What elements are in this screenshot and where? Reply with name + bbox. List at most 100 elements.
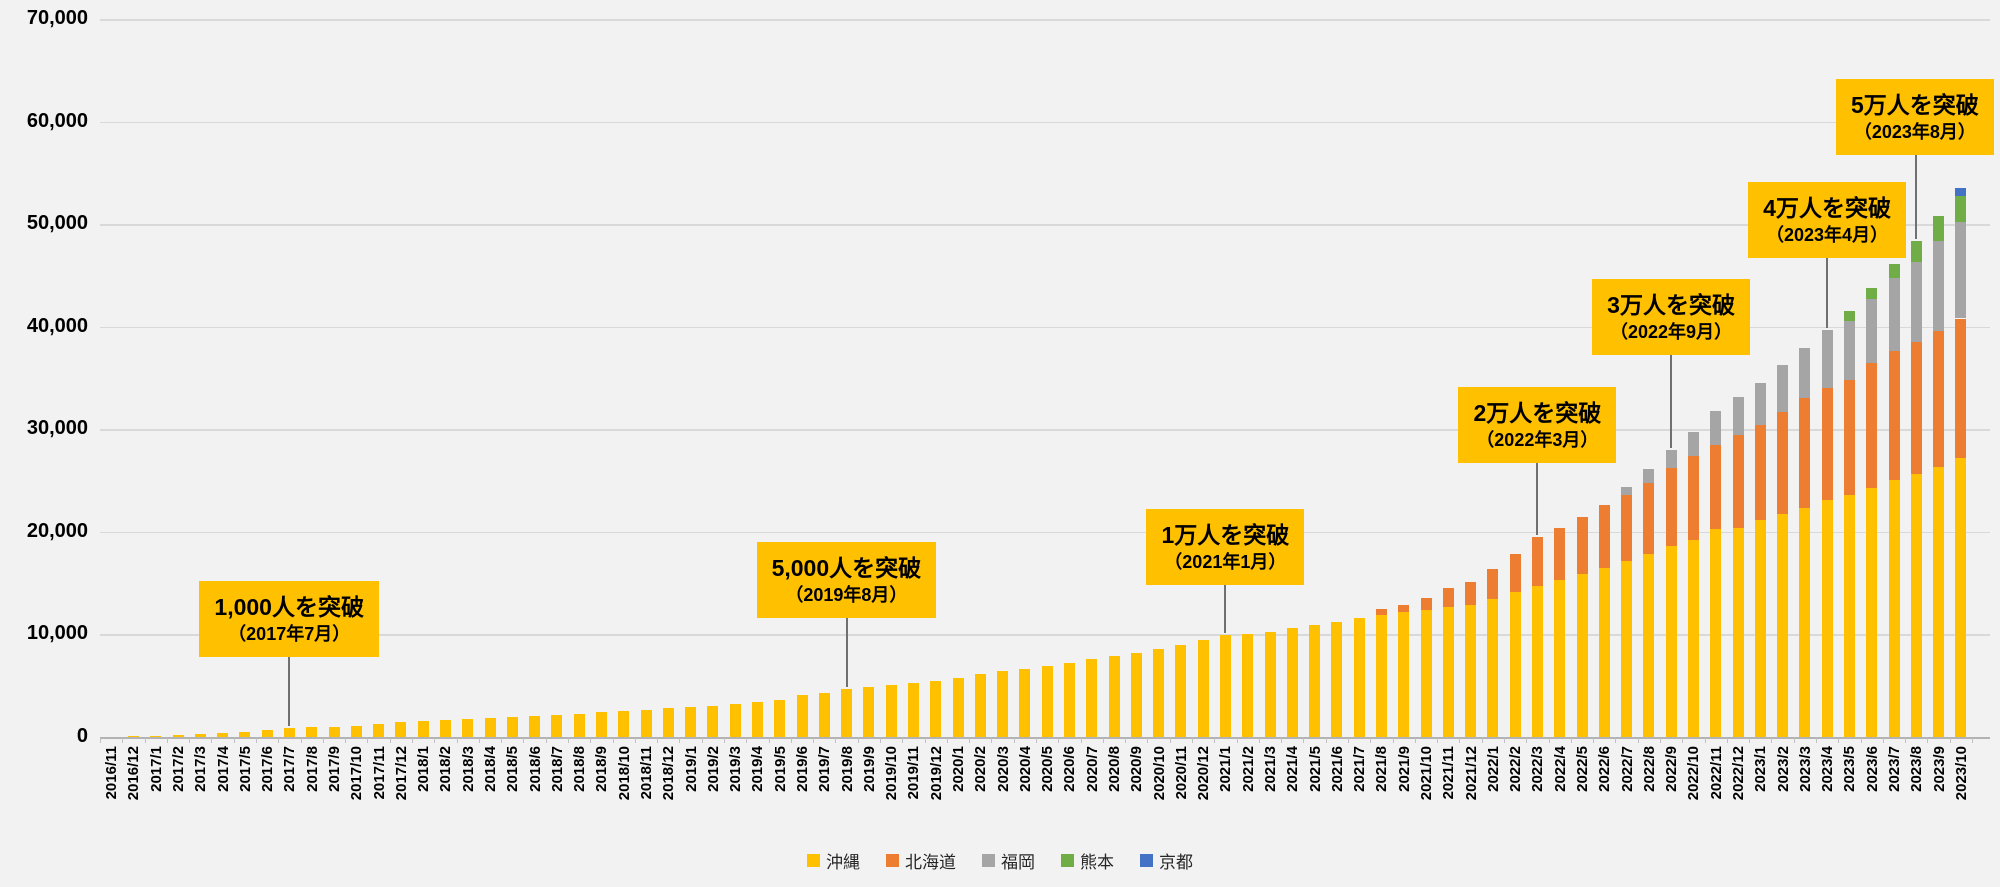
bar-segment-okinawa — [1242, 633, 1254, 737]
bar-segment-hokkaido — [1687, 456, 1699, 540]
legend-item-okinawa: 沖縄 — [807, 848, 860, 873]
bar-segment-hokkaido — [1643, 482, 1655, 555]
annotation-milestone-text: 3万人を突破 — [1607, 292, 1735, 318]
legend-swatch-fukuoka — [982, 854, 995, 867]
x-axis-tick-label: 2019/12 — [927, 746, 945, 801]
bar-segment-okinawa — [1331, 621, 1343, 737]
annotation-box: 1,000人を突破 （2017年7月） — [199, 581, 379, 658]
bar-segment-okinawa — [1375, 614, 1387, 737]
bar-segment-hokkaido — [1754, 424, 1766, 520]
x-axis-tick-label: 2017/11 — [370, 746, 388, 800]
x-axis-tick — [746, 738, 748, 743]
bar-segment-okinawa — [1754, 519, 1766, 737]
bar-segment-okinawa — [283, 727, 295, 737]
bar-segment-okinawa — [1353, 618, 1365, 737]
x-axis-tick-label: 2022/5 — [1574, 746, 1592, 792]
bar-segment-hokkaido — [1777, 411, 1789, 515]
x-axis-tick — [1838, 738, 1840, 743]
annotation-box: 4万人を突破 （2023年4月） — [1748, 182, 1906, 259]
bar-segment-okinawa — [1799, 507, 1811, 737]
x-axis-tick — [1459, 738, 1461, 743]
x-axis-tick-label: 2022/6 — [1596, 746, 1614, 792]
bar-segment-okinawa — [974, 674, 986, 737]
legend-label-kyoto: 京都 — [1159, 853, 1193, 872]
y-axis-tick-label: 60,000 — [26, 109, 88, 132]
x-axis-tick — [924, 738, 926, 743]
annotation-milestone-text: 1,000人を突破 — [214, 594, 364, 620]
annotation-date-text: （2021年1月） — [1164, 552, 1287, 573]
x-axis-tick — [1058, 738, 1060, 743]
x-axis-tick — [1036, 738, 1037, 743]
x-axis-tick — [211, 738, 213, 743]
bar-segment-fukuoka — [1843, 320, 1855, 381]
x-axis-tick-label: 2019/2 — [704, 746, 722, 792]
x-axis-tick-label: 2019/1 — [682, 746, 700, 792]
bar-segment-hokkaido — [1732, 435, 1744, 528]
bar-segment-okinawa — [529, 716, 541, 737]
annotation-milestone-text: 4万人を突破 — [1763, 195, 1891, 221]
legend-label-kumamoto: 熊本 — [1080, 853, 1114, 872]
bar-segment-okinawa — [1197, 639, 1209, 737]
x-axis-tick — [1414, 738, 1416, 743]
legend-swatch-kyoto — [1140, 854, 1153, 867]
legend-label-hokkaido: 北海道 — [905, 853, 956, 872]
x-axis-tick-label: 2020/6 — [1061, 746, 1079, 792]
x-axis-tick-label: 2019/6 — [794, 746, 811, 792]
bar-segment-hokkaido — [1933, 330, 1945, 468]
x-axis-tick-label: 2018/1 — [415, 746, 433, 792]
x-axis-tick-label: 2018/2 — [437, 746, 455, 792]
x-axis-tick-label: 2022/11 — [1707, 746, 1725, 800]
x-axis-tick — [1593, 738, 1595, 743]
bar-segment-kumamoto — [1866, 287, 1878, 299]
annotation-milestone-text: 5,000人を突破 — [771, 555, 922, 581]
legend-item-fukuoka: 福岡 — [982, 848, 1035, 873]
annotation-box: 1万人を突破 （2021年1月） — [1146, 509, 1305, 586]
y-axis-tick-label: 0 — [76, 725, 88, 747]
x-axis-tick-label: 2018/12 — [660, 746, 678, 801]
x-axis-tick-label: 2023/5 — [1841, 746, 1859, 792]
annotation-milestone-text: 5万人を突破 — [1851, 92, 1979, 118]
gridline — [100, 19, 1990, 21]
x-axis-tick — [1147, 738, 1149, 743]
x-axis-tick-label: 2017/6 — [259, 746, 277, 792]
annotation-box: 3万人を突破 （2022年9月） — [1592, 279, 1750, 356]
bar-segment-okinawa — [774, 700, 786, 737]
x-axis-tick-label: 2019/10 — [883, 746, 901, 801]
bar-segment-kumamoto — [1843, 310, 1855, 321]
x-axis-tick — [657, 738, 659, 743]
x-axis-tick — [1169, 738, 1171, 743]
bar-segment-okinawa — [395, 722, 407, 737]
x-axis-tick-label: 2022/8 — [1640, 746, 1658, 792]
bar-segment-okinawa — [1643, 554, 1655, 737]
annotation-date-text: （2023年4月） — [1766, 225, 1889, 246]
gridline — [100, 531, 1990, 534]
bar-segment-okinawa — [662, 708, 674, 737]
x-axis-tick-label: 2023/2 — [1774, 746, 1792, 792]
x-axis-tick-label: 2017/3 — [192, 746, 210, 792]
x-axis-tick-label: 2021/10 — [1418, 746, 1436, 801]
gridline — [100, 121, 1990, 124]
x-axis-tick — [1504, 738, 1506, 743]
bar-segment-okinawa — [172, 735, 184, 737]
bar-segment-fukuoka — [1888, 277, 1900, 352]
bar-segment-okinawa — [1286, 628, 1298, 737]
bar-segment-okinawa — [1019, 668, 1031, 737]
annotation-pointer-line — [1826, 258, 1829, 328]
x-axis-tick-label: 2019/4 — [749, 746, 767, 792]
bar-segment-kumamoto — [1888, 263, 1900, 278]
annotation-date-text: （2017年7月） — [228, 624, 351, 645]
x-axis-tick-label: 2017/10 — [348, 746, 366, 801]
x-axis-tick-label: 2018/7 — [548, 746, 566, 792]
x-axis-tick — [389, 738, 391, 743]
bar-segment-okinawa — [1108, 655, 1120, 737]
legend-label-okinawa: 沖縄 — [826, 853, 860, 872]
x-axis-tick-label: 2019/9 — [860, 746, 878, 792]
bar-segment-fukuoka — [1933, 240, 1945, 331]
annotation-date-text: （2022年9月） — [1610, 322, 1733, 343]
x-axis-tick — [1816, 738, 1818, 743]
x-axis-tick — [1281, 738, 1283, 743]
x-axis-tick — [501, 738, 503, 743]
x-axis-tick-label: 2022/10 — [1685, 746, 1703, 801]
annotation-pointer-line — [845, 618, 848, 687]
bar-segment-okinawa — [1487, 598, 1499, 737]
